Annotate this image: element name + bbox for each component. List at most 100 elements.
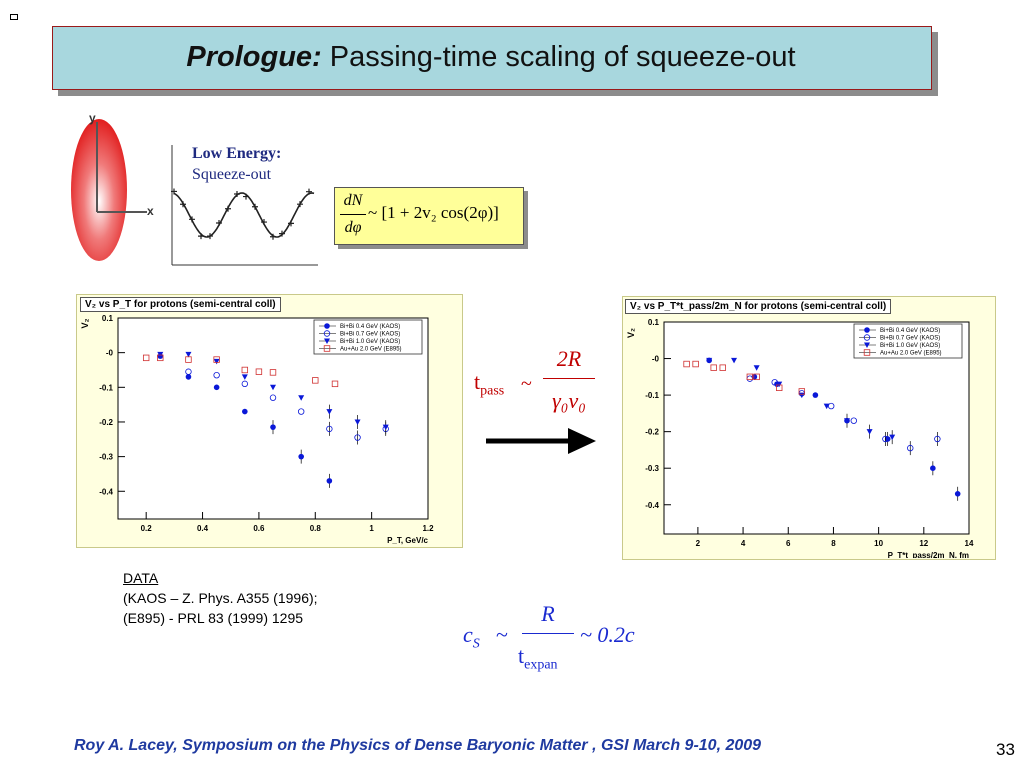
sketch-cross: [234, 190, 240, 197]
data-point: [326, 425, 333, 433]
data-ref-e895: (E895) - PRL 83 (1999) 1295: [123, 610, 304, 626]
x-tick-label: 14: [965, 539, 974, 548]
y-tick-label: -0.2: [645, 428, 659, 437]
legend-marker: [324, 338, 330, 344]
data-point: [213, 384, 220, 391]
legend-label: Bi+Bi 0.7 GeV (KAOS): [340, 332, 400, 338]
tpass-lhs: tpass: [474, 369, 504, 399]
sketch-cross: [306, 188, 312, 195]
data-point: [812, 392, 819, 398]
legend: Bi+Bi 0.4 GeV (KAOS) Bi+Bi 0.7 GeV (KAOS)…: [313, 319, 423, 355]
series-0: [157, 353, 333, 488]
sketch-cross: [171, 188, 177, 195]
cs-numerator: R: [541, 601, 555, 626]
cs-rhs: ~ 0.2c: [580, 622, 635, 647]
series-3: [142, 354, 339, 388]
x-tick-label: 0.4: [197, 524, 209, 533]
sketch-cross: [297, 201, 303, 208]
data-point: [242, 408, 248, 415]
sketch-x-label: x: [147, 204, 154, 218]
dn-rhs: ~ [1 + 2v₂ cos(2φ)]: [368, 203, 499, 222]
x-axis-label: P_T, GeV/c: [387, 536, 428, 545]
x-tick-label: 0.8: [310, 524, 322, 533]
data-point: [753, 365, 760, 371]
data-point: [269, 369, 277, 376]
sketch-cross: [207, 233, 213, 240]
y-tick-label: 0.1: [102, 314, 114, 323]
data-point: [270, 424, 276, 430]
data-point: [930, 465, 936, 472]
data-point: [692, 360, 699, 368]
dn-numerator: dN: [343, 192, 363, 209]
y-tick-label: -0.1: [99, 383, 113, 392]
cos2phi-curve: [173, 192, 315, 238]
cs-lhs: cS: [463, 622, 480, 652]
plot-axes-frame: [117, 317, 429, 520]
series-0: [706, 357, 961, 501]
legend-marker: [863, 334, 871, 341]
sketch-cross: [216, 220, 222, 227]
data-point: [354, 434, 361, 441]
legend-label: Bi+Bi 0.4 GeV (KAOS): [340, 324, 400, 330]
dn-fraction-bar: [340, 214, 366, 215]
cs-denominator: texpan: [518, 643, 558, 673]
data-point: [326, 409, 333, 415]
x-tick-label: 8: [831, 539, 836, 548]
data-point: [884, 436, 891, 442]
data-point: [297, 408, 305, 415]
sketch-cross: [225, 205, 231, 212]
tpass-numerator: 2R: [556, 346, 582, 371]
legend-marker: [864, 327, 870, 333]
sketch-cross: [252, 203, 258, 210]
data-point: [241, 374, 248, 380]
sketch-cross: [270, 233, 276, 240]
data-point: [331, 380, 339, 388]
legend-label: Au+Au 2.0 GeV (E895): [880, 351, 942, 357]
data-point: [889, 434, 896, 441]
tpass-denominator: γ₀v₀: [552, 388, 586, 413]
low-energy-label: Low Energy:: [192, 145, 282, 162]
slide-title: Prologue: Passing-time scaling of squeez…: [52, 26, 930, 88]
y-tick-label: -0: [106, 349, 114, 358]
data-point: [382, 424, 389, 431]
legend-marker: [323, 330, 331, 337]
legend-label: Bi+Bi 1.0 GeV (KAOS): [340, 339, 400, 345]
x-tick-label: 6: [786, 539, 791, 548]
data-point: [354, 419, 361, 425]
x-tick-label: 0.2: [141, 524, 153, 533]
title-rest: Passing-time scaling of squeeze-out: [321, 41, 796, 73]
tpass-fraction-bar: [543, 378, 595, 379]
cs-fraction-bar: [522, 633, 574, 634]
legend-marker: [863, 349, 871, 356]
sketch-cross: [198, 233, 204, 240]
data-point: [827, 402, 835, 410]
x-tick-label: 0.6: [253, 524, 265, 533]
legend-label: Bi+Bi 0.4 GeV (KAOS): [880, 328, 940, 334]
data-point: [157, 351, 164, 358]
series-1: [746, 375, 941, 456]
tpass-tilde: ~: [521, 373, 532, 395]
chart-v2-vs-scaled-pt: 0.1 -0 -0.1 -0.2 -0.3 -0.4 2 4 6 8 10 12 14 V₂ P_T*t_p…: [626, 318, 974, 558]
data-point: [213, 356, 220, 363]
y-axis-label: V₂: [80, 319, 90, 329]
slide-corner-marker: [10, 14, 18, 20]
y-tick-label: 0.1: [648, 318, 660, 327]
data-point: [683, 360, 690, 368]
data-point: [844, 418, 850, 424]
data-point: [270, 384, 276, 391]
data-point: [241, 380, 249, 388]
plot-left-title: V₂ vs P_T for protons (semi-central coll…: [80, 297, 281, 312]
legend-label: Au+Au 2.0 GeV (E895): [340, 347, 402, 353]
x-tick-label: 1: [369, 524, 374, 533]
x-tick-label: 12: [919, 539, 928, 548]
series-2: [706, 357, 896, 445]
data-point: [213, 358, 220, 365]
legend-label: Bi+Bi 1.0 GeV (KAOS): [880, 343, 940, 349]
legend-label: Bi+Bi 0.7 GeV (KAOS): [880, 336, 940, 342]
ellipse-shape: [71, 119, 127, 261]
data-point: [882, 435, 889, 443]
v2-modulation-sketch: [171, 145, 318, 266]
legend: Bi+Bi 0.4 GeV (KAOS) Bi+Bi 0.7 GeV (KAOS)…: [853, 323, 963, 359]
data-point: [746, 375, 754, 382]
transform-arrow: [486, 428, 596, 454]
